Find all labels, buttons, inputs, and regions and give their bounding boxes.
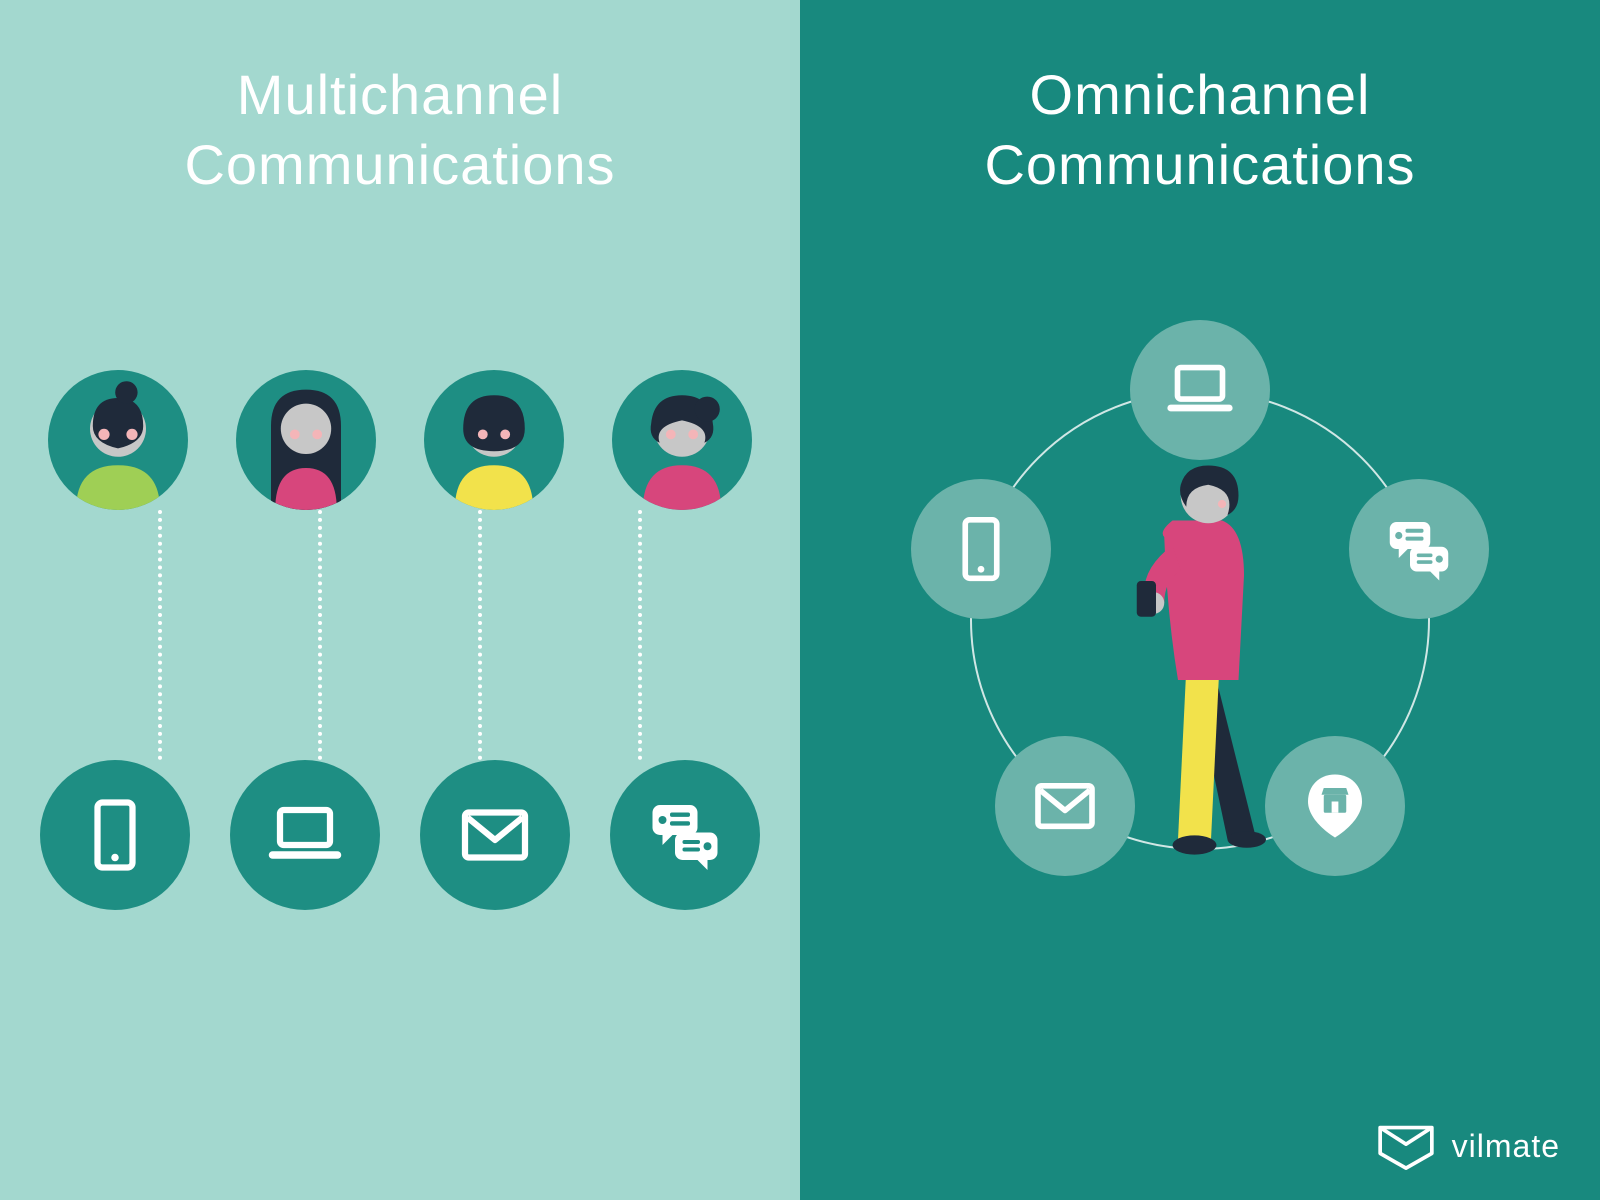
title-line-2: Communications: [184, 133, 615, 196]
avatar-2: [236, 370, 376, 510]
title-line-1: Omnichannel: [1030, 63, 1371, 126]
brand-logo: vilmate: [1376, 1122, 1560, 1170]
laptop-icon: [265, 795, 345, 875]
connector-4: [638, 510, 642, 760]
omnichannel-panel: Omnichannel Communications: [800, 0, 1600, 1200]
omnichannel-title: Omnichannel Communications: [800, 0, 1600, 200]
title-line-2: Communications: [984, 133, 1415, 196]
omni-channel-location: [1265, 736, 1405, 876]
email-icon: [1029, 770, 1101, 842]
avatar-4: [612, 370, 752, 510]
chat-icon: [1383, 513, 1455, 585]
connector-2: [318, 510, 322, 760]
channel-chat: [610, 760, 760, 910]
channel-laptop: [230, 760, 380, 910]
envelope-logo-icon: [1376, 1122, 1436, 1170]
email-icon: [455, 795, 535, 875]
multichannel-title: Multichannel Communications: [0, 0, 800, 200]
laptop-icon: [1164, 354, 1236, 426]
channel-row-left: [0, 760, 800, 910]
connector-3: [478, 510, 482, 760]
omni-channel-email: [995, 736, 1135, 876]
avatar-3: [424, 370, 564, 510]
omni-channel-chat: [1349, 479, 1489, 619]
avatar-row: [0, 370, 800, 510]
brand-text: vilmate: [1452, 1128, 1560, 1165]
channel-email: [420, 760, 570, 910]
channel-phone: [40, 760, 190, 910]
chat-icon: [645, 795, 725, 875]
avatar-1: [48, 370, 188, 510]
omnichannel-ring: [920, 340, 1480, 900]
omni-channel-phone: [911, 479, 1051, 619]
title-line-1: Multichannel: [237, 63, 563, 126]
phone-icon: [945, 513, 1017, 585]
omni-channel-laptop: [1130, 320, 1270, 460]
phone-icon: [75, 795, 155, 875]
connector-1: [158, 510, 162, 760]
location-store-icon: [1299, 770, 1371, 842]
multichannel-panel: Multichannel Communications: [0, 0, 800, 1200]
